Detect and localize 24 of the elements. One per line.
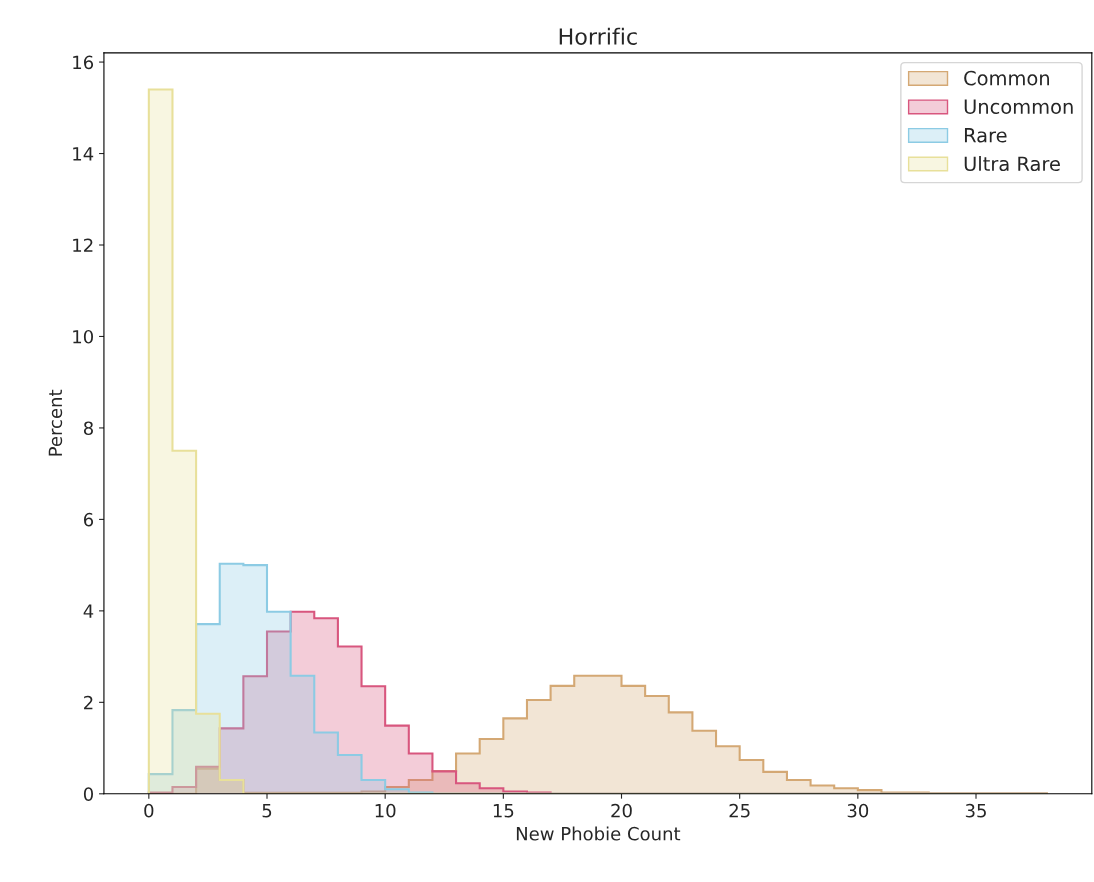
legend-label: Rare <box>964 128 1007 143</box>
x-tick-label: 35 <box>965 803 986 818</box>
x-tick-label: 0 <box>144 803 154 818</box>
y-tick-label: 0 <box>83 787 94 801</box>
x-axis-title: New Phobie Count <box>516 826 681 841</box>
y-tick-label: 16 <box>73 55 94 70</box>
y-tick-label: 14 <box>73 147 94 161</box>
y-tick-label: 8 <box>83 421 93 436</box>
y-tick-label: 6 <box>83 512 94 527</box>
legend-label: Uncommon <box>964 99 1073 115</box>
y-tick-label: 4 <box>83 604 94 618</box>
x-tick-label: 15 <box>493 804 514 818</box>
chart-title: Horrific <box>559 27 637 45</box>
y-tick-label: 2 <box>84 695 93 710</box>
x-tick-label: 10 <box>375 803 396 818</box>
y-axis-title: Percent <box>48 389 63 456</box>
legend-label: Ultra Rare <box>964 156 1060 172</box>
y-tick-label: 10 <box>73 329 94 344</box>
y-tick-label: 12 <box>73 238 93 252</box>
x-tick-label: 20 <box>611 803 632 818</box>
legend-label: Common <box>964 70 1049 86</box>
x-tick-label: 30 <box>847 803 869 818</box>
x-tick-label: 25 <box>729 803 750 818</box>
x-tick-label: 5 <box>262 804 272 818</box>
